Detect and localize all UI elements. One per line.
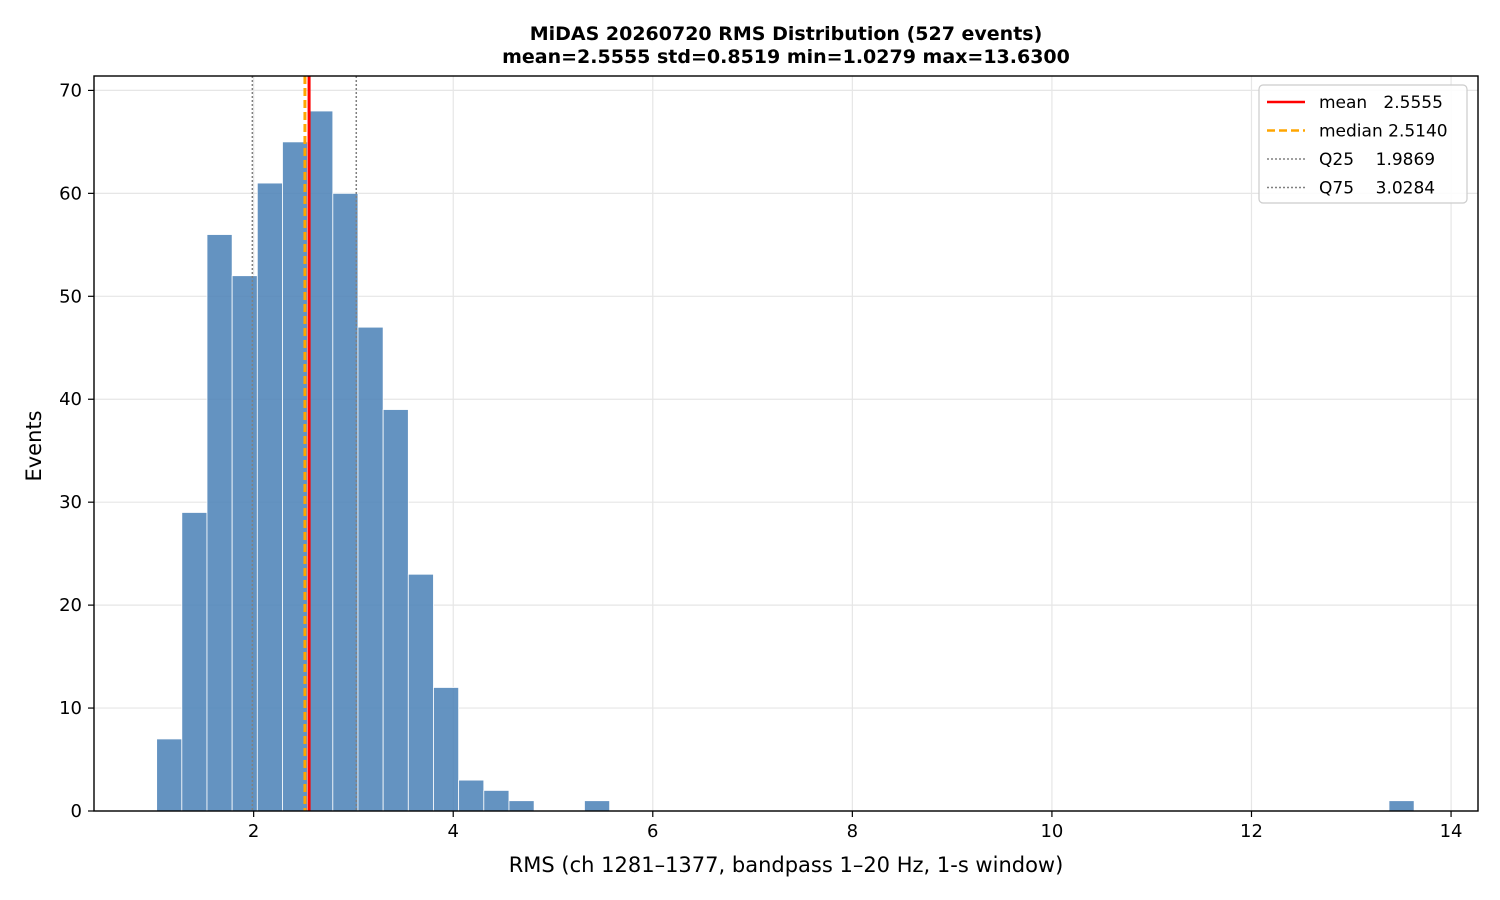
histogram-bar (181, 512, 208, 812)
x-tick-label: 12 (1240, 821, 1263, 842)
chart-subtitle: mean=2.5555 std=0.8519 min=1.0279 max=13… (502, 46, 1070, 68)
chart-title: MiDAS 20260720 RMS Distribution (527 eve… (530, 23, 1043, 45)
y-tick-label: 30 (59, 492, 82, 513)
y-tick-label: 20 (59, 595, 82, 616)
histogram-bar (508, 800, 535, 812)
histogram-bar (231, 275, 258, 812)
histogram-bar (407, 573, 434, 812)
legend-label: mean 2.5555 (1319, 93, 1443, 113)
histogram-bar (357, 326, 384, 812)
x-tick-label: 8 (847, 821, 858, 842)
legend: mean 2.5555 median 2.5140 Q25 1.9869 Q75 3.… (1258, 84, 1468, 204)
y-axis-label: Events (22, 410, 46, 481)
histogram-bar (1388, 800, 1415, 812)
statistic-lines (251, 76, 358, 811)
y-tick-label: 40 (59, 389, 82, 410)
x-tick-label: 2 (248, 821, 259, 842)
histogram-bars (156, 110, 1415, 812)
y-tick-label: 70 (59, 80, 82, 101)
x-tick-label: 4 (447, 821, 458, 842)
x-tick-label: 6 (647, 821, 658, 842)
legend-label: median 2.5140 (1319, 122, 1448, 142)
x-tick-label: 14 (1440, 821, 1463, 842)
legend-label: Q25 1.9869 (1319, 150, 1435, 170)
x-axis-ticks: 2 4 6 8 10 12 14 (248, 811, 1463, 842)
y-tick-label: 0 (71, 801, 82, 822)
histogram-bar (483, 790, 510, 812)
legend-label: Q75 3.0284 (1319, 179, 1435, 199)
plot-frame (93, 75, 1479, 812)
y-tick-label: 50 (59, 286, 82, 307)
histogram-bar (256, 182, 283, 812)
histogram-bar (332, 192, 359, 812)
histogram-bar (584, 800, 611, 812)
histogram-bar (307, 110, 334, 812)
histogram-bar (382, 409, 409, 812)
histogram-bar (156, 738, 183, 812)
x-tick-label: 10 (1040, 821, 1063, 842)
y-tick-label: 60 (59, 183, 82, 204)
x-axis-label: RMS (ch 1281–1377, bandpass 1–20 Hz, 1-s… (509, 853, 1064, 877)
histogram-bar (433, 687, 460, 812)
y-axis-ticks: 0 10 20 30 40 50 60 70 (59, 80, 94, 822)
legend-box (1258, 84, 1468, 204)
y-tick-label: 10 (59, 698, 82, 719)
histogram-bar (206, 234, 233, 812)
histogram-bar (458, 779, 485, 812)
